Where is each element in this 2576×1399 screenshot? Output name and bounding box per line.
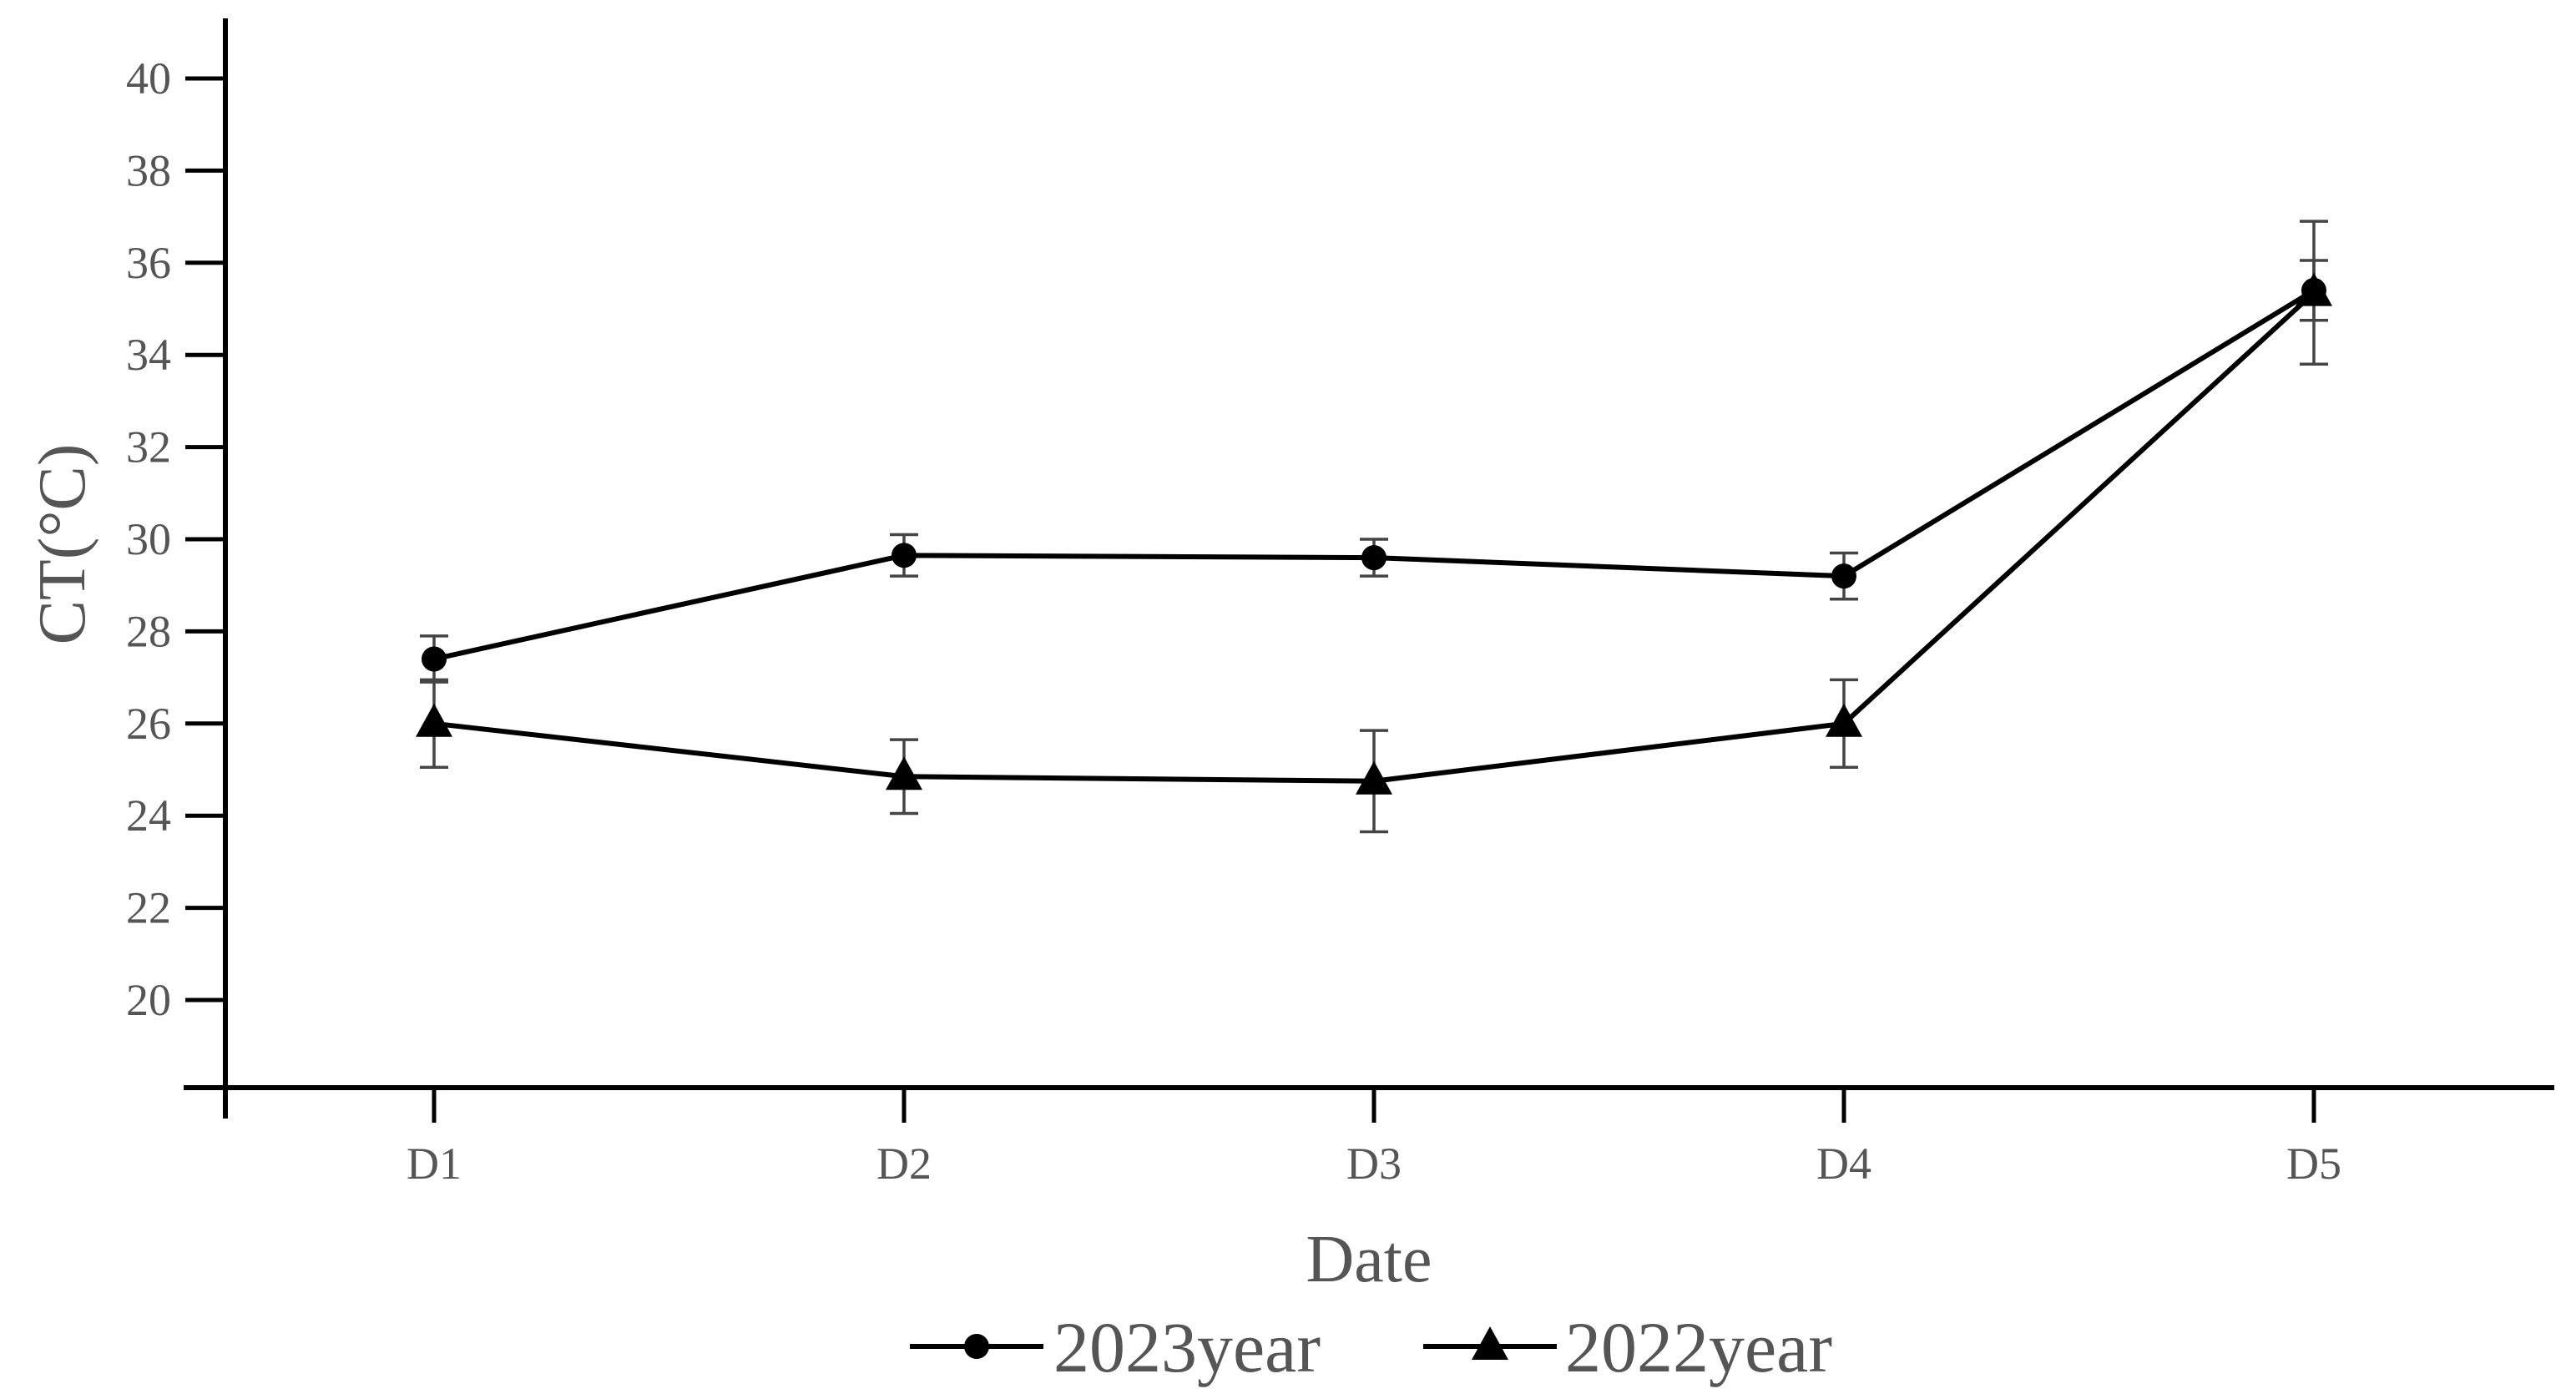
y-tick-label: 30 <box>126 514 171 564</box>
series-2022year <box>416 220 2332 834</box>
data-point <box>886 756 922 790</box>
legend-item: 2022year <box>1423 1307 1832 1387</box>
legend-marker <box>964 1334 989 1359</box>
legend-item: 2023year <box>910 1307 1321 1387</box>
y-tick-label: 22 <box>126 883 171 933</box>
data-point <box>1826 703 1862 737</box>
data-point <box>1361 545 1386 571</box>
y-tick-label: 36 <box>126 238 171 288</box>
y-tick-label: 28 <box>126 606 171 656</box>
x-tick-label: D4 <box>1816 1139 1871 1189</box>
x-tick-label: D2 <box>876 1139 932 1189</box>
series-line <box>433 290 2316 784</box>
x-tick-label: D1 <box>407 1139 462 1189</box>
x-tick-label: D5 <box>2286 1139 2341 1189</box>
legend-label: 2022year <box>1565 1307 1832 1387</box>
legend-label: 2023year <box>1053 1307 1321 1387</box>
y-tick-label: 34 <box>126 330 171 380</box>
y-tick-label: 40 <box>126 53 171 104</box>
x-axis-title: Date <box>1306 1223 1432 1296</box>
series <box>416 220 2332 834</box>
data-point <box>2296 272 2332 306</box>
y-axis-title: CT(°C) <box>26 444 99 645</box>
y-tick-label: 38 <box>126 145 171 195</box>
y-ticks: 20 22 24 26 28 30 32 34 36 38 40 <box>126 53 225 1025</box>
axes <box>184 18 2554 1119</box>
data-point <box>1831 563 1856 589</box>
data-point <box>416 703 452 737</box>
y-tick-label: 32 <box>126 422 171 472</box>
legend-marker <box>1472 1326 1508 1360</box>
data-point <box>891 543 917 568</box>
y-tick-label: 20 <box>126 975 171 1025</box>
x-ticks: D1 D2 D3 D4 D5 <box>407 1088 2341 1189</box>
x-tick-label: D3 <box>1346 1139 1402 1189</box>
legend: 2023year 2022year <box>910 1307 1832 1387</box>
y-tick-label: 24 <box>126 790 171 841</box>
series-line <box>433 288 2316 662</box>
series-2023year <box>420 259 2328 684</box>
y-tick-label: 26 <box>126 699 171 749</box>
data-point <box>1356 760 1392 795</box>
data-point <box>422 646 447 672</box>
